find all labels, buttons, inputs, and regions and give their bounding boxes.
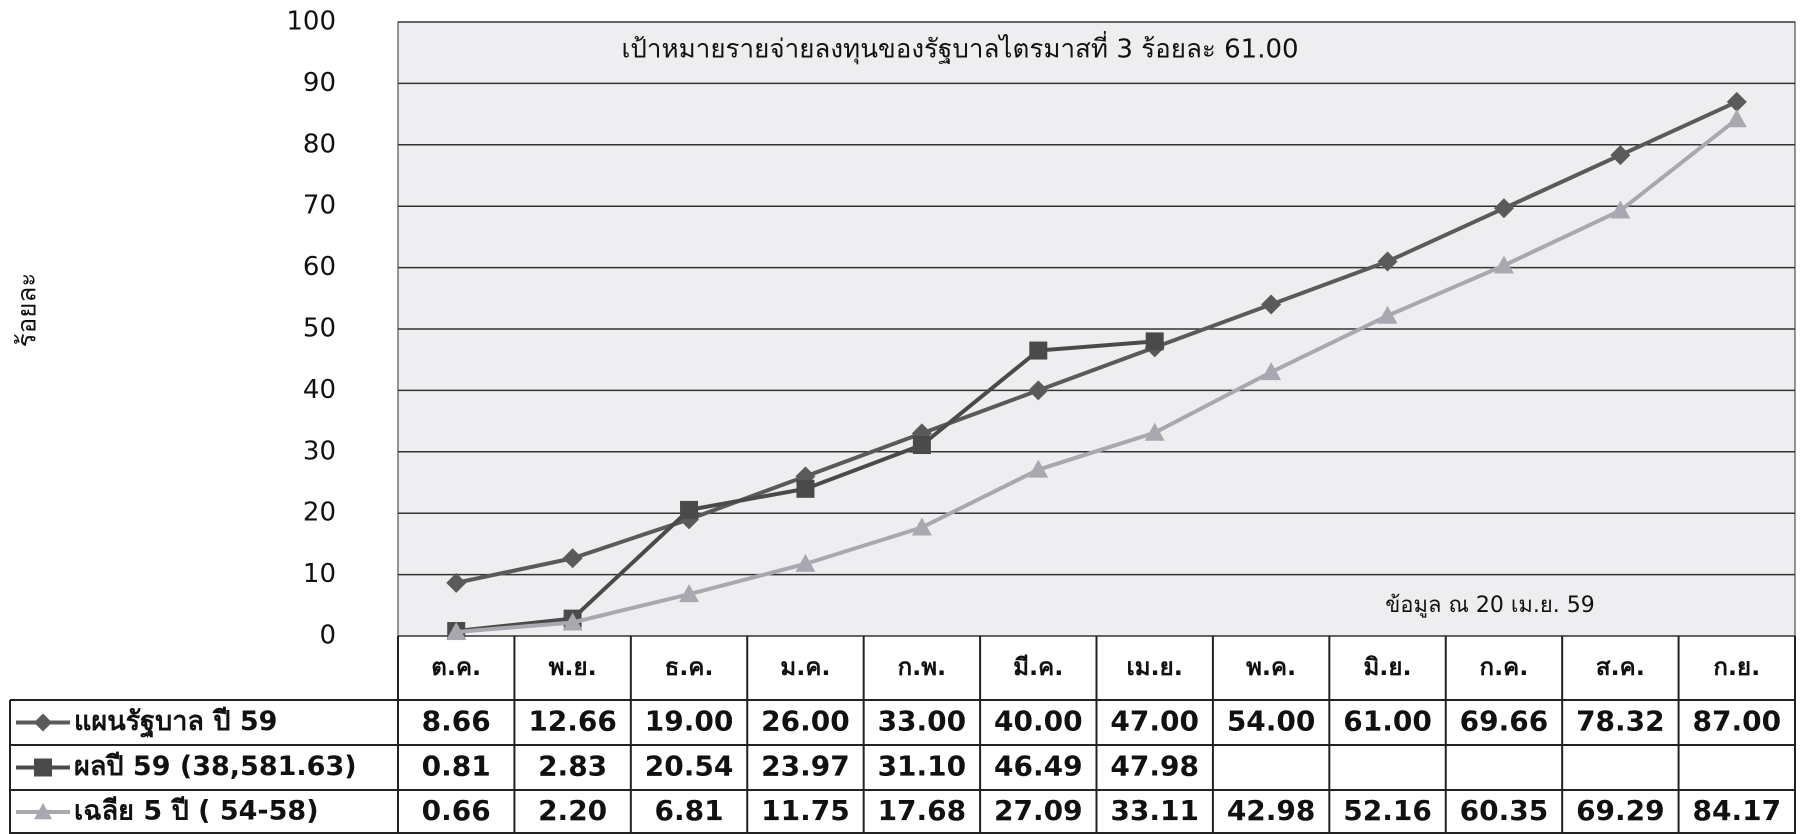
table-value: 11.75 <box>761 794 850 827</box>
table-value: 47.00 <box>1110 705 1199 738</box>
table-value: 0.66 <box>422 794 491 827</box>
point <box>562 612 583 631</box>
y-axis-label: ร้อยละ <box>13 273 43 348</box>
point <box>562 548 583 569</box>
table-value: 23.97 <box>761 750 850 783</box>
x-tick-label: ธ.ค. <box>665 653 714 681</box>
point <box>34 803 52 820</box>
table-value: 26.00 <box>761 705 850 738</box>
point <box>1144 422 1165 441</box>
y-tick-label: 70 <box>303 191 336 221</box>
point <box>1610 200 1631 219</box>
table-value: 87.00 <box>1693 705 1782 738</box>
x-tick-label: ต.ค. <box>431 653 481 681</box>
point <box>1261 362 1282 381</box>
x-tick-label: มี.ค. <box>1013 653 1063 681</box>
x-tick-label: ม.ค. <box>780 653 830 681</box>
point <box>1261 294 1282 315</box>
y-tick-label: 50 <box>303 314 336 344</box>
point <box>1028 459 1049 478</box>
x-tick-label: พ.ค. <box>1246 653 1296 681</box>
point <box>679 584 700 603</box>
x-tick-label: ก.ย. <box>1713 653 1760 681</box>
table-value: 33.11 <box>1110 794 1199 827</box>
table-value: 69.29 <box>1576 794 1665 827</box>
point <box>1493 198 1514 219</box>
point <box>1610 145 1631 166</box>
table-value: 6.81 <box>654 794 723 827</box>
y-tick-label: 0 <box>319 621 336 651</box>
chart-title: เป้าหมายรายจ่ายลงทุนของรัฐบาลไตรมาสที่ 3… <box>621 31 1298 65</box>
point <box>795 553 816 572</box>
series-line <box>456 117 1739 634</box>
x-tick-label: ส.ค. <box>1596 653 1645 681</box>
table-value: 69.66 <box>1460 705 1549 738</box>
table-value: 2.20 <box>538 794 607 827</box>
point <box>1029 341 1048 360</box>
table-value: 46.49 <box>994 750 1083 783</box>
point <box>1145 332 1164 351</box>
table-value: 8.66 <box>422 705 491 738</box>
table-value: 31.10 <box>878 750 967 783</box>
point <box>911 517 932 536</box>
table-value: 47.98 <box>1110 750 1199 783</box>
legend-label: เฉลีย 5 ปี ( 54-58) <box>74 796 319 827</box>
x-tick-label: พ.ย. <box>549 653 597 681</box>
table-value: 17.68 <box>878 794 967 827</box>
y-tick-label: 90 <box>303 68 336 98</box>
point <box>680 500 699 519</box>
table-value: 42.98 <box>1227 794 1316 827</box>
legend-label: แผนรัฐบาล ปี 59 <box>74 706 277 739</box>
legend-label: ผลปี 59 (38,581.63) <box>74 751 357 782</box>
y-tick-label: 60 <box>303 252 336 282</box>
point <box>1493 255 1514 274</box>
x-tick-label: มิ.ย. <box>1363 653 1411 681</box>
table-value: 84.17 <box>1693 794 1782 827</box>
y-tick-label: 20 <box>303 498 336 528</box>
table-value: 78.32 <box>1576 705 1665 738</box>
x-tick-label: ก.ค. <box>1480 653 1529 681</box>
point <box>1377 251 1398 272</box>
x-tick-label: เม.ย. <box>1127 653 1183 681</box>
point <box>446 572 467 593</box>
point <box>1377 305 1398 324</box>
x-tick-label: ก.พ. <box>898 653 947 681</box>
table-value: 52.16 <box>1343 794 1432 827</box>
point <box>1726 109 1747 128</box>
y-tick-label: 30 <box>303 436 336 466</box>
point <box>796 479 815 498</box>
table-value: 60.35 <box>1460 794 1549 827</box>
table-value: 20.54 <box>645 750 734 783</box>
point <box>1028 380 1049 401</box>
table-value: 19.00 <box>645 705 734 738</box>
y-tick-label: 80 <box>303 129 336 159</box>
table-value: 2.83 <box>538 750 607 783</box>
y-tick-label: 10 <box>303 559 336 589</box>
y-tick-label: 100 <box>286 7 336 37</box>
annotation: ข้อมูล ณ 20 เม.ย. 59 <box>1385 593 1595 618</box>
table-value: 54.00 <box>1227 705 1316 738</box>
table-value: 0.81 <box>422 750 491 783</box>
point <box>446 621 467 640</box>
y-tick-label: 40 <box>303 375 336 405</box>
table-value: 40.00 <box>994 705 1083 738</box>
table-value: 61.00 <box>1343 705 1432 738</box>
point <box>912 436 931 455</box>
table-value: 33.00 <box>878 705 967 738</box>
table-value: 12.66 <box>528 705 617 738</box>
point <box>34 713 52 732</box>
point <box>1726 91 1747 112</box>
point <box>34 758 52 777</box>
table-value: 27.09 <box>994 794 1083 827</box>
